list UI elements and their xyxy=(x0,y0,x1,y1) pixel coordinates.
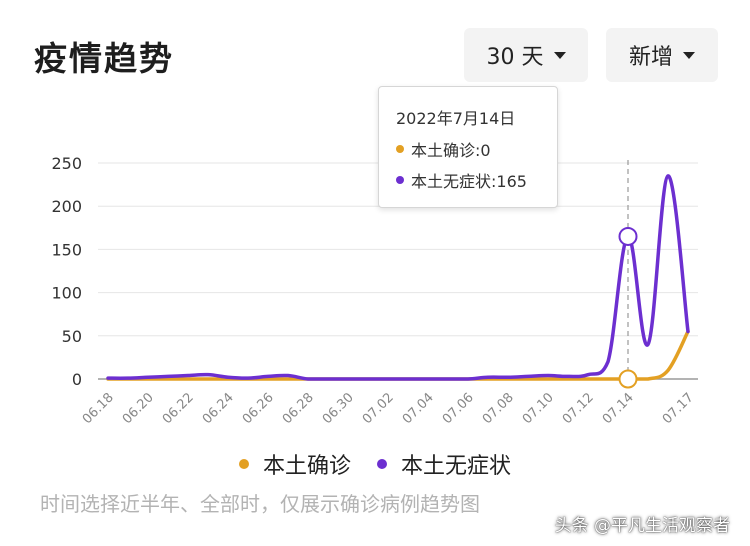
y-tick-label: 50 xyxy=(62,327,82,346)
x-tick-label: 07.14 xyxy=(600,390,637,427)
y-tick-label: 150 xyxy=(51,240,82,259)
footnote: 时间选择近半年、全部时，仅展示确诊病例趋势图 xyxy=(40,492,480,516)
series-line-asymptomatic xyxy=(106,174,690,381)
legend-item-asymptomatic[interactable]: 本土无症状 xyxy=(377,448,511,480)
y-tick-label: 250 xyxy=(51,154,82,173)
confirmed-dot-icon xyxy=(396,145,404,153)
x-tick-label: 06.18 xyxy=(80,390,117,427)
page-title: 疫情趋势 xyxy=(34,39,174,78)
days-range-dropdown[interactable]: 30 天 xyxy=(464,28,588,82)
x-tick-label: 07.04 xyxy=(400,390,437,427)
y-tick-label: 200 xyxy=(51,197,82,216)
caret-down-icon xyxy=(683,51,695,59)
tooltip-confirmed-text: 本土确诊:0 xyxy=(411,141,491,160)
chart-tooltip: 2022年7月14日 本土确诊:0 本土无症状:165 xyxy=(378,86,558,208)
x-tick-label: 06.30 xyxy=(320,390,357,427)
tooltip-date: 2022年7月14日 xyxy=(396,109,516,128)
x-tick-label: 07.06 xyxy=(440,390,477,427)
data-mode-label: 新增 xyxy=(628,45,673,70)
caret-down-icon xyxy=(553,51,566,59)
data-mode-dropdown[interactable]: 新增 xyxy=(606,28,718,82)
highlight-point-asymptomatic xyxy=(618,226,638,246)
y-tick-label: 0 xyxy=(72,370,82,389)
tooltip-row-asymptomatic: 本土无症状:165 xyxy=(396,168,527,192)
legend-item-confirmed[interactable]: 本土确诊 xyxy=(238,448,351,480)
chart-legend: 本土确诊 本土无症状 xyxy=(0,448,750,480)
legend-confirmed-label: 本土确诊 xyxy=(262,454,351,479)
highlight-point-confirmed xyxy=(618,369,638,389)
tooltip-row-confirmed: 本土确诊:0 xyxy=(396,137,491,161)
x-tick-label: 07.17 xyxy=(660,390,697,427)
watermark: 头条 @平凡生活观察者 xyxy=(554,516,730,536)
x-tick-label: 07.02 xyxy=(360,390,397,427)
y-tick-label: 100 xyxy=(51,284,82,303)
x-tick-label: 07.12 xyxy=(560,390,597,427)
days-range-label: 30 天 xyxy=(486,45,544,70)
tooltip-asymptomatic-text: 本土无症状:165 xyxy=(411,172,527,191)
asymptomatic-legend-dot-icon xyxy=(377,459,387,469)
x-tick-label: 07.10 xyxy=(520,390,557,427)
x-tick-label: 06.26 xyxy=(240,390,277,427)
x-tick-label: 06.24 xyxy=(200,390,237,427)
x-tick-label: 07.08 xyxy=(480,390,517,427)
x-tick-label: 06.28 xyxy=(280,390,317,427)
x-tick-label: 06.22 xyxy=(160,390,197,427)
confirmed-legend-dot-icon xyxy=(238,459,249,469)
x-tick-label: 06.20 xyxy=(120,390,157,427)
legend-asymptomatic-label: 本土无症状 xyxy=(401,454,512,479)
asymptomatic-dot-icon xyxy=(396,176,404,184)
